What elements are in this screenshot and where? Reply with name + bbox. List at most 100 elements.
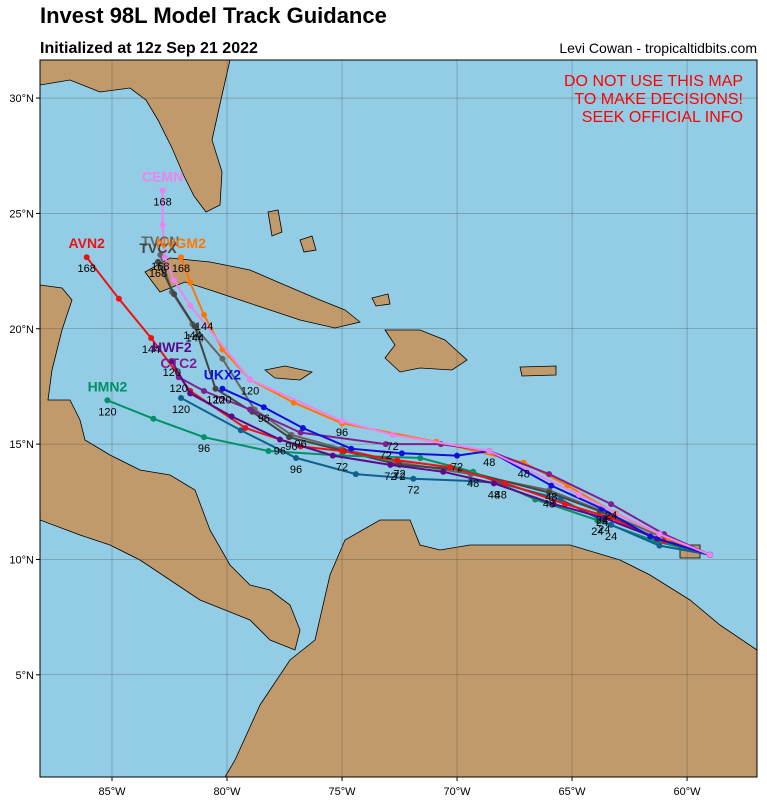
hour-label: 24 [605,531,617,543]
track-point [293,454,300,461]
track-point [191,323,198,330]
hour-label: 168 [172,263,190,275]
track-point [265,448,272,455]
y-tick-label: 5°N [16,670,35,682]
track-point [104,397,111,404]
hour-label: 120 [98,406,116,418]
track-point [348,445,355,452]
tracks: 168144967224TVCN1681441207248TVCX1209672… [40,60,757,777]
model-name: TVCX [139,240,177,256]
track-point [178,254,185,261]
hour-label: 48 [488,489,500,501]
model-name: HWF2 [152,339,192,355]
warning-text: SEEK OFFICIAL INFO [582,109,743,126]
track-point [656,531,663,538]
hour-label: 72 [393,471,405,483]
model-name: CEMN [142,168,183,184]
track-point [286,434,293,441]
track-point [201,388,208,395]
hour-label: 24 [591,526,603,538]
track-point [601,514,608,521]
track-point [260,404,267,411]
track-point [417,454,424,461]
hour-label: 48 [495,489,507,501]
track-point [382,441,389,448]
track-point [148,334,155,341]
hour-label: 48 [483,457,495,469]
hour-label: 144 [195,321,213,333]
hour-label: 168 [149,268,167,280]
track-point [394,457,401,464]
hour-label: 48 [518,469,530,481]
x-tick-label: 70°W [444,786,472,798]
track-point [187,390,194,397]
track-point [410,475,417,482]
track-point [212,385,219,392]
hour-label: 120 [163,367,181,379]
y-tick-label: 30°N [9,93,34,105]
track-line [161,190,711,556]
model-name: UKX2 [204,367,242,383]
hour-label: 24 [605,510,617,522]
track-point [187,279,194,286]
track-point [247,376,254,383]
hour-label: 96 [274,445,286,457]
track-point [490,480,497,487]
track-line [170,360,711,556]
track-point [339,418,346,425]
track-point [157,251,164,258]
track-point [115,295,122,302]
y-tick-label: 25°N [9,208,34,220]
track-point [150,415,157,422]
track-point [546,471,553,478]
track-point [228,413,235,420]
track-point [440,468,447,475]
track-point [83,254,90,261]
hour-label: 72 [380,450,392,462]
track-point [178,394,185,401]
hour-label: 96 [336,427,348,439]
hour-label: 120 [170,383,188,395]
track-point [486,448,493,455]
track-point [608,521,615,528]
hour-label: 120 [213,395,231,407]
y-tick-label: 15°N [9,439,34,451]
hour-label: 72 [407,485,419,497]
hour-label: 48 [543,499,555,511]
hour-label: 144 [142,344,160,356]
x-tick-label: 65°W [559,786,587,798]
track-point [339,448,346,455]
track-point [168,358,175,365]
hour-label: 144 [186,332,204,344]
track-point [297,429,304,436]
track-point [546,489,553,496]
model-name: NVGM2 [156,235,206,251]
track-point [290,399,297,406]
hour-label: 24 [596,517,608,529]
track-point [201,311,208,318]
hour-label: 24 [598,524,610,536]
hour-label: 168 [78,263,96,275]
model-name: AVN2 [69,235,106,251]
track-point [389,431,396,438]
track-point [201,434,208,441]
hour-label: 72 [387,441,399,453]
track-point [608,501,615,508]
x-tick-label: 80°W [213,786,241,798]
hour-label: 72 [451,462,463,474]
hour-label: 96 [290,464,302,476]
hour-label: 72 [393,469,405,481]
track-point [171,277,178,284]
model-name: HMN2 [88,378,128,394]
x-tick-label: 75°W [329,786,357,798]
hour-label: 120 [206,395,224,407]
track-point [398,450,405,457]
track-point [454,452,461,459]
track-point [656,542,663,549]
x-tick-label: 85°W [98,786,126,798]
track-point [548,482,555,489]
y-tick-label: 20°N [9,324,34,336]
track-point [329,452,336,459]
track-point [247,406,254,413]
